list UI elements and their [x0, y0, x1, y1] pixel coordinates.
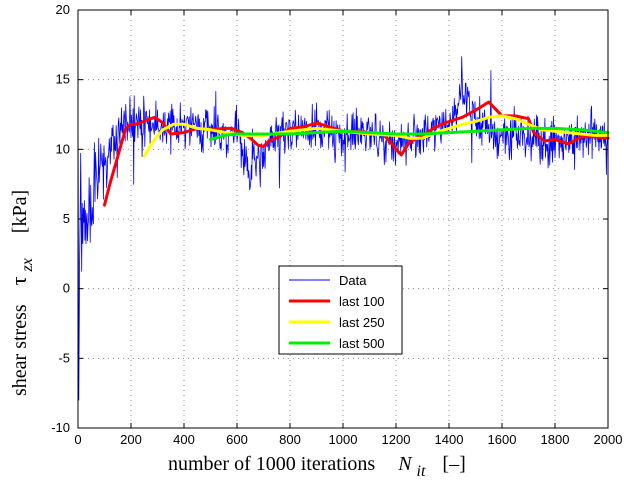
y-tick-label: 0	[63, 281, 70, 296]
x-tick-label: 800	[279, 432, 301, 447]
series-line-data	[77, 56, 609, 401]
y-axis-subscript: zx	[19, 258, 36, 272]
x-tick-label: 0	[74, 432, 81, 447]
y-axis-symbol: τ	[6, 276, 31, 285]
x-tick-label: 200	[120, 432, 142, 447]
legend-label: last 500	[339, 336, 385, 351]
y-tick-label: 15	[56, 72, 70, 87]
x-tick-label: 2000	[594, 432, 623, 447]
y-tick-label: -10	[51, 420, 70, 435]
x-axis-title: number of 1000 iterations N it [–]	[168, 453, 466, 481]
x-tick-label: 400	[173, 432, 195, 447]
legend-box	[278, 265, 403, 355]
legend-label: last 250	[339, 315, 385, 330]
x-tick-label: 1800	[541, 432, 570, 447]
y-axis-label-text: shear stress	[9, 304, 31, 396]
x-tick-label: 600	[226, 432, 248, 447]
ticks: 0 200 400 600 800 1000 1200 1400 1600 1800 2000-10…	[51, 2, 622, 447]
legend-label: last 100	[339, 294, 385, 309]
x-tick-label: 1600	[488, 432, 517, 447]
legend-label: Data	[339, 273, 367, 288]
x-tick-label: 1000	[329, 432, 358, 447]
x-axis-subscript: it	[417, 463, 426, 480]
y-axis-title: shear stress τ zx [kPa]	[6, 190, 37, 396]
y-tick-label: 20	[56, 2, 70, 17]
x-axis-label-text: number of 1000 iterations	[168, 453, 375, 475]
legend: Data last 100 last 250 last 500	[278, 265, 403, 355]
x-axis-symbol: N	[397, 453, 413, 475]
x-tick-label: 1200	[382, 432, 411, 447]
x-axis-unit: [–]	[442, 453, 465, 475]
x-tick-label: 1400	[435, 432, 464, 447]
y-tick-label: 5	[63, 211, 70, 226]
series-line-last-500	[209, 126, 610, 142]
legend-entries: Data last 100 last 250 last 500	[289, 273, 385, 351]
series-layer	[77, 56, 610, 401]
y-axis-unit: [kPa]	[9, 190, 31, 233]
y-tick-label: 10	[56, 141, 70, 156]
y-tick-label: -5	[58, 350, 70, 365]
